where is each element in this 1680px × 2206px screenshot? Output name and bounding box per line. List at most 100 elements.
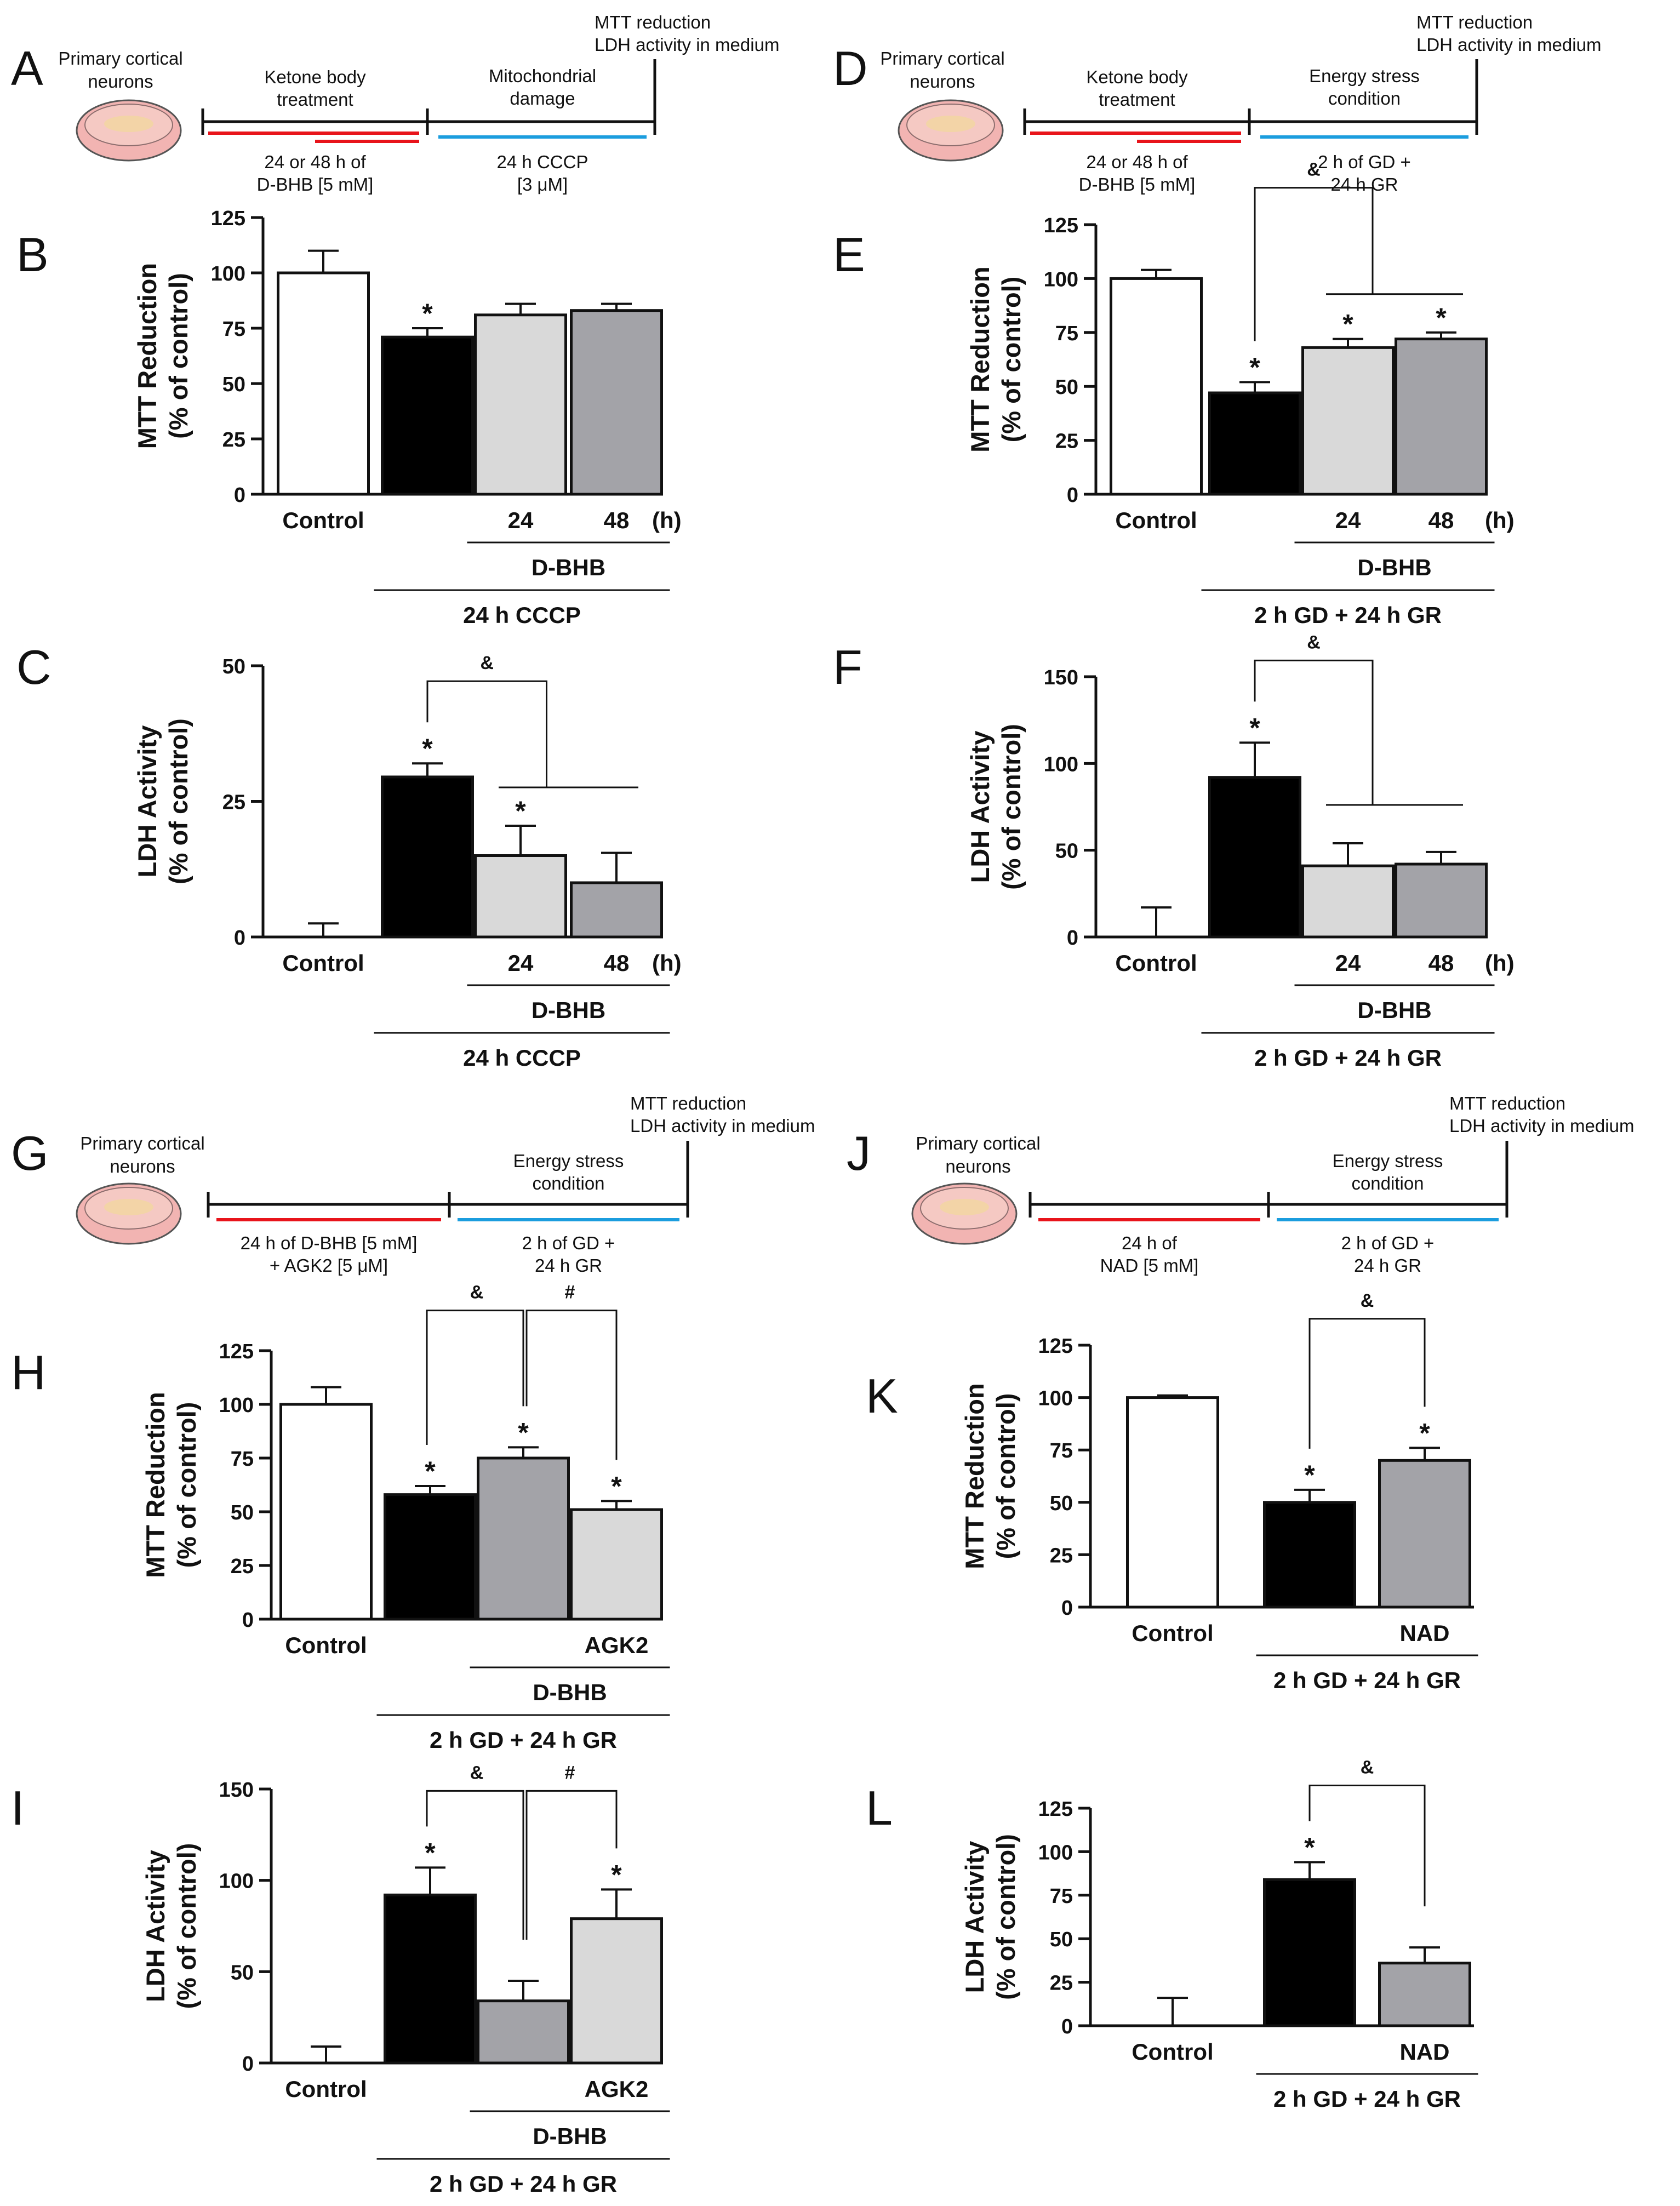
- y-tick-label: 0: [242, 2053, 254, 2076]
- stress-label: Energy stress: [1333, 1151, 1443, 1171]
- bar: [474, 313, 567, 496]
- significance-label: &: [1307, 632, 1321, 653]
- significance-bracket: [1254, 659, 1374, 805]
- stress-label: condition: [1328, 88, 1401, 108]
- readout-label: MTT reduction: [630, 1093, 746, 1113]
- category-label: AGK2: [585, 2076, 649, 2102]
- category-label: 24: [1335, 507, 1361, 533]
- significance-star: *: [425, 1456, 436, 1487]
- stress-label: Mitochondrial: [489, 66, 596, 86]
- group-label: 2 h GD + 24 h GR: [1254, 602, 1442, 628]
- bar: [381, 335, 474, 496]
- significance-bracket: [426, 1310, 524, 1445]
- chart-L: L 0 25 50 75 100 125 LDH Activity (% of control)…: [866, 1757, 1478, 2112]
- significance-star: *: [422, 298, 433, 329]
- y-tick-label: 125: [211, 207, 245, 230]
- y-tick-label: 75: [1050, 1885, 1073, 1908]
- y-tick-label: 125: [219, 1340, 254, 1363]
- bar: [1208, 391, 1301, 496]
- significance-star: *: [518, 1417, 529, 1448]
- stress-condition: 24 h GR: [1354, 1255, 1421, 1276]
- bar: [477, 1999, 570, 2065]
- treatment-label: Ketone body: [1086, 67, 1188, 87]
- y-tick-label: 100: [1038, 1387, 1073, 1410]
- panel-letter: C: [16, 640, 52, 694]
- panel-letter: J: [847, 1126, 871, 1180]
- y-tick-label: 50: [1055, 840, 1078, 863]
- stress-label: Energy stress: [1309, 66, 1420, 86]
- significance-label: &: [1361, 1757, 1374, 1778]
- bar: [570, 309, 663, 496]
- stress-condition: 2 h of GD +: [1318, 152, 1411, 172]
- treatment-label: treatment: [277, 89, 353, 110]
- schematic-D: D Primary cortical neurons Ketone bodytreat…: [833, 12, 1601, 195]
- y-tick-label: 100: [211, 262, 245, 285]
- y-tick-label: 0: [1067, 927, 1078, 950]
- bar: [1395, 338, 1488, 496]
- chart-I: I 0 50 100 150 LDH Activity (% of control) Cont…: [11, 1762, 670, 2197]
- stress-label: condition: [532, 1173, 604, 1193]
- treatment-condition: D-BHB [5 mM]: [257, 174, 374, 195]
- y-tick-label: 75: [231, 1448, 254, 1471]
- treatment-condition: 24 h of: [1122, 1233, 1178, 1253]
- treatment-condition: 24 or 48 h of: [264, 152, 366, 172]
- category-label: 48: [1428, 507, 1454, 533]
- treatment-condition: + AGK2 [5 μM]: [270, 1255, 388, 1276]
- significance-star: *: [611, 1471, 622, 1501]
- schematic-J: J Primary cortical neurons Energy stresscon…: [847, 1093, 1634, 1276]
- stress-condition: 2 h of GD +: [522, 1233, 615, 1253]
- y-tick-label: 50: [231, 1501, 254, 1524]
- cells-label: neurons: [88, 71, 153, 92]
- y-tick-label: 25: [1055, 430, 1078, 453]
- x-unit-label: (h): [1485, 507, 1515, 533]
- panel-letter: K: [866, 1369, 898, 1423]
- y-tick-label: 50: [1055, 376, 1078, 399]
- readout-label: MTT reduction: [1416, 12, 1533, 32]
- y-tick-label: 25: [1050, 1972, 1073, 1995]
- significance-star: *: [425, 1837, 436, 1868]
- panel-letter: F: [833, 640, 862, 694]
- treatment-condition: 24 h of D-BHB [5 mM]: [241, 1233, 418, 1253]
- stress-condition: [3 μM]: [517, 174, 568, 195]
- category-label: Control: [1132, 2039, 1213, 2065]
- y-tick-label: 0: [234, 927, 245, 950]
- category-label: 48: [604, 950, 630, 976]
- category-label: AGK2: [585, 1632, 649, 1658]
- y-tick-label: 100: [219, 1870, 254, 1893]
- group-label: D-BHB: [1357, 997, 1431, 1023]
- panel-letter: I: [11, 1781, 24, 1835]
- group-label: 24 h CCCP: [463, 602, 581, 628]
- significance-bracket: [1308, 1318, 1426, 1449]
- y-axis-subtitle: (% of control): [172, 1843, 201, 2009]
- bar: [474, 854, 567, 939]
- group-label: 2 h GD + 24 h GR: [1254, 1045, 1442, 1071]
- y-tick-label: 25: [1050, 1544, 1073, 1567]
- y-axis-subtitle: (% of control): [172, 1402, 201, 1568]
- readout-label: LDH activity in medium: [1449, 1116, 1634, 1136]
- y-axis-subtitle: (% of control): [164, 273, 193, 439]
- category-label: Control: [1115, 507, 1197, 533]
- treatment-condition: D-BHB [5 mM]: [1079, 174, 1196, 195]
- stress-condition: 2 h of GD +: [1341, 1233, 1435, 1253]
- bar: [570, 1917, 663, 2065]
- significance-label: &: [470, 1282, 484, 1303]
- category-label: Control: [285, 1632, 367, 1658]
- category-label: 24: [508, 507, 534, 533]
- group-label: 2 h GD + 24 h GR: [1273, 2086, 1461, 2112]
- category-label: Control: [285, 2076, 367, 2102]
- x-unit-label: (h): [652, 507, 682, 533]
- chart-H: H 0 25 50 75 100 125 MTT Reduction (% of control…: [11, 1282, 670, 1753]
- bar: [1378, 1459, 1471, 1609]
- significance-star: *: [1304, 1832, 1315, 1862]
- cell-cluster: [104, 116, 153, 132]
- treatment-condition: NAD [5 mM]: [1100, 1255, 1199, 1276]
- chart-K: K 0 25 50 75 100 125 MTT Reduction (% of control…: [866, 1290, 1478, 1693]
- y-axis-title: MTT Reduction: [133, 263, 162, 449]
- cells-label: neurons: [110, 1156, 175, 1176]
- bar: [477, 1456, 570, 1621]
- significance-star: *: [1249, 712, 1260, 743]
- cells-label: Primary cortical: [80, 1133, 204, 1153]
- cell-cluster: [104, 1199, 153, 1215]
- panel-letter: G: [11, 1126, 48, 1180]
- bar: [384, 1493, 477, 1621]
